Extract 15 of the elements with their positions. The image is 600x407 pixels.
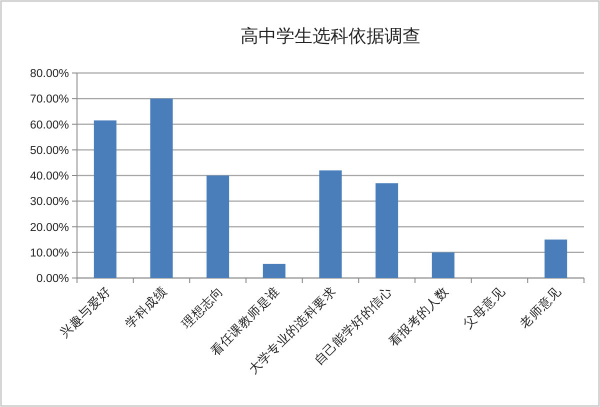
ytick: 20.00% bbox=[30, 222, 69, 234]
title: 高中学生选科依据调查 bbox=[240, 26, 420, 46]
xtick: 兴趣与爱好 bbox=[57, 284, 114, 340]
ytick: 30.00% bbox=[30, 196, 69, 208]
ytick: 40.00% bbox=[30, 170, 69, 182]
ytick: 10.00% bbox=[30, 247, 69, 260]
xtick: 学科成绩 bbox=[122, 284, 170, 331]
ytick: 50.00% bbox=[30, 144, 69, 157]
xtick: 老师意见 bbox=[517, 284, 564, 331]
ytick: 70.00% bbox=[30, 94, 69, 106]
xtick: 父母意见 bbox=[460, 284, 508, 331]
xtick: 理想志向 bbox=[179, 284, 226, 331]
ytick: 60.00% bbox=[30, 119, 69, 132]
ytick: 80.00% bbox=[30, 68, 69, 80]
ytick: 0.00% bbox=[36, 273, 69, 285]
